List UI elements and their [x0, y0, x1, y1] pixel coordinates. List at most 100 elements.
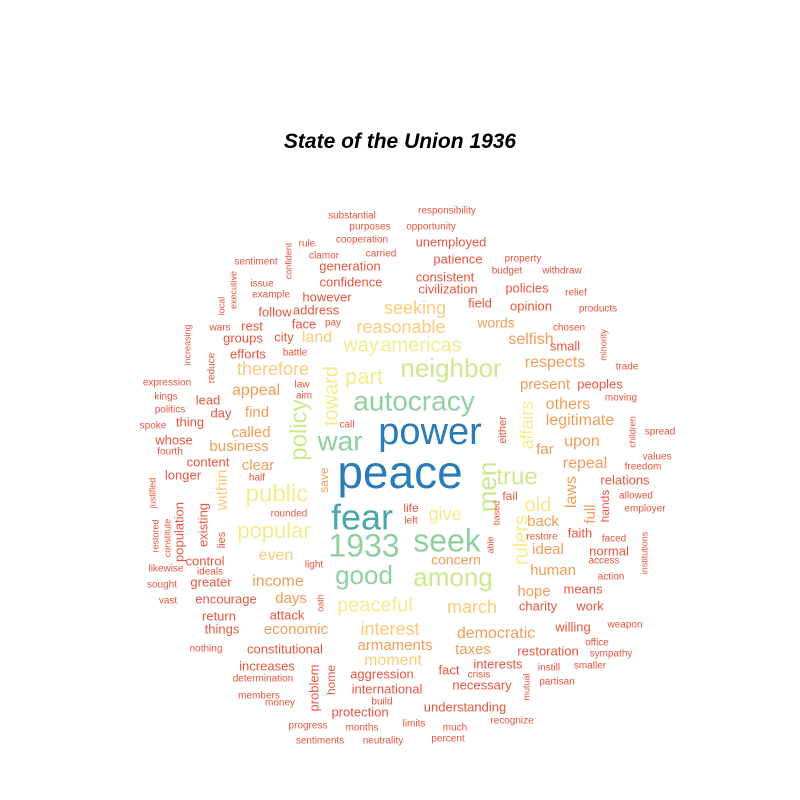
word-crisis: crisis [468, 670, 491, 681]
word-march: march [447, 597, 497, 617]
word-action: action [598, 572, 625, 583]
word-taxes: taxes [455, 641, 491, 658]
word-americas: americas [380, 334, 461, 356]
word-aim: aim [296, 391, 312, 402]
word-allowed: allowed [619, 491, 653, 502]
word-increasing: increasing [182, 324, 192, 365]
word-true: true [496, 463, 537, 490]
word-substantial: substantial [328, 211, 376, 222]
word-1933: 1933 [328, 527, 399, 563]
word-patience: patience [433, 251, 482, 266]
word-relief: relief [565, 288, 587, 299]
word-whose: whose [154, 432, 193, 447]
word-policies: policies [505, 280, 549, 295]
word-expression: expression [143, 378, 191, 389]
word-charity: charity [519, 598, 558, 613]
word-faith: faith [568, 525, 593, 540]
word-groups: groups [223, 330, 263, 345]
word-lies: lies [216, 531, 228, 548]
word-faced: faced [602, 534, 626, 545]
word-justified: justified [147, 478, 157, 510]
word-efforts: efforts [230, 346, 266, 361]
word-increases: increases [239, 658, 295, 673]
word-reduce: reduce [207, 352, 218, 383]
word-seek: seek [413, 522, 482, 558]
word-neighbor: neighbor [400, 353, 502, 383]
word-local: local [216, 297, 226, 316]
word-wars: wars [208, 323, 230, 334]
word-consistent: consistent [416, 269, 475, 284]
word-much: much [443, 723, 467, 734]
word-ideals: ideals [197, 567, 223, 578]
word-determination: determination [233, 674, 294, 685]
word-institutions: institutions [639, 531, 649, 574]
word-called: called [231, 424, 270, 441]
word-spoke: spoke [140, 421, 167, 432]
word-office: office [585, 638, 609, 649]
word-economic: economic [264, 621, 329, 638]
word-follow: follow [258, 304, 292, 319]
word-war: war [316, 425, 362, 456]
word-money: money [265, 698, 295, 709]
word-instill: instill [538, 663, 560, 674]
word-trade: trade [616, 362, 639, 373]
word-responsibility: responsibility [418, 206, 476, 217]
word-city: city [274, 329, 294, 344]
word-toward: toward [320, 366, 342, 426]
word-issue: issue [250, 279, 274, 290]
word-part: part [345, 364, 383, 389]
word-upon: upon [564, 433, 600, 450]
word-day: day [211, 405, 232, 420]
word-others: others [546, 396, 590, 413]
word-interest: interest [360, 619, 419, 639]
word-peace: peace [337, 446, 462, 498]
word-opportunity: opportunity [406, 222, 455, 233]
word-restore: restore [526, 532, 558, 543]
word-popular: popular [237, 518, 310, 543]
word-even: even [259, 547, 294, 564]
word-law: law [294, 380, 310, 391]
word-moment: moment [364, 652, 422, 669]
word-concern: concern [431, 552, 481, 568]
word-clear: clear [242, 457, 275, 474]
word-appeal: appeal [232, 382, 280, 399]
word-sympathy: sympathy [590, 649, 633, 660]
word-legitimate: legitimate [546, 412, 615, 429]
word-sentiments: sentiments [296, 736, 344, 747]
word-pay: pay [325, 318, 341, 329]
word-cooperation: cooperation [336, 235, 388, 246]
word-confidence: confidence [320, 274, 383, 289]
word-values: values [643, 452, 672, 463]
word-policy: policy [285, 399, 312, 460]
word-access: access [588, 556, 619, 567]
word-purposes: purposes [349, 222, 390, 233]
word-peaceful: peaceful [337, 594, 413, 616]
word-neutrality: neutrality [363, 736, 404, 747]
word-field: field [468, 295, 492, 310]
word-life: life [403, 501, 419, 515]
word-return: return [202, 608, 236, 623]
word-peoples: peoples [577, 376, 623, 391]
word-back: back [527, 513, 559, 530]
word-public: public [246, 480, 309, 507]
word-oath: oath [315, 594, 325, 612]
word-ideal: ideal [532, 541, 564, 558]
word-freedom: freedom [625, 462, 662, 473]
word-rounded: rounded [271, 509, 308, 520]
word-months: months [346, 723, 379, 734]
word-progress: progress [289, 721, 328, 732]
word-hope: hope [517, 583, 550, 600]
word-reasonable: reasonable [356, 317, 445, 337]
word-however: however [302, 289, 352, 304]
word-work: work [575, 598, 604, 613]
word-build: build [371, 697, 392, 708]
word-fear: fear [331, 497, 393, 538]
word-things: things [205, 621, 240, 636]
word-necessary: necessary [452, 677, 512, 692]
word-problem: problem [306, 665, 321, 712]
word-home: home [324, 665, 338, 695]
word-half: half [249, 473, 265, 484]
word-based: based [491, 501, 501, 526]
word-present: present [520, 376, 571, 393]
